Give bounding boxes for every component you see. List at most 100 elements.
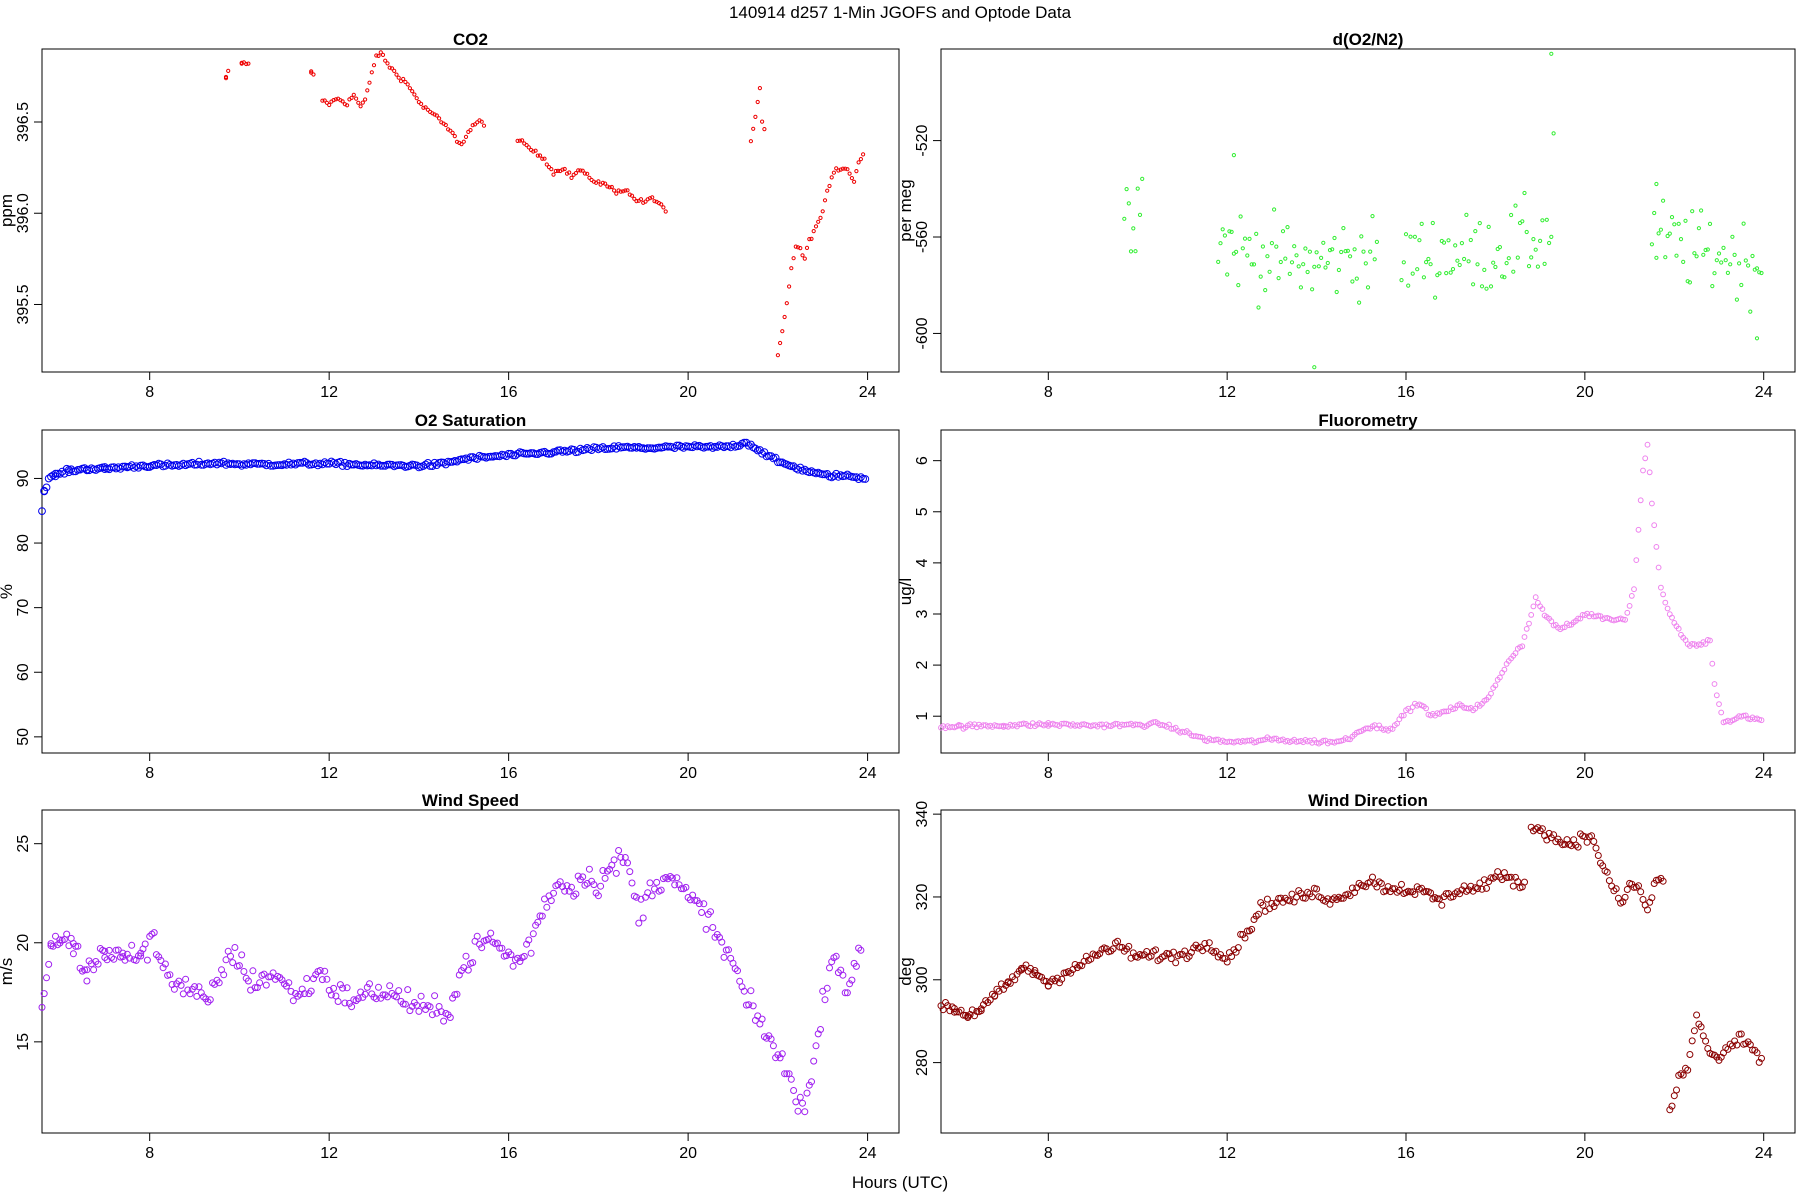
data-point: [1135, 186, 1140, 191]
data-point: [1236, 283, 1241, 288]
data-point: [1225, 272, 1230, 277]
data-point: [1703, 247, 1708, 253]
data-point: [534, 918, 542, 926]
data-point: [175, 977, 183, 985]
data-point: [1424, 260, 1429, 265]
data-point: [782, 314, 787, 320]
data-point: [762, 127, 767, 132]
data-point: [793, 244, 798, 249]
data-point: [1527, 823, 1535, 831]
data-point: [796, 1093, 804, 1101]
data-point: [1446, 238, 1451, 243]
data-point: [1263, 895, 1271, 903]
data-point: [1512, 650, 1519, 657]
data-point: [1249, 262, 1254, 267]
data-point: [1370, 214, 1375, 219]
data-point: [537, 153, 543, 158]
data-point: [1223, 958, 1231, 966]
data-point: [618, 189, 623, 194]
data-point: [1635, 882, 1642, 890]
chart-title-co2: CO2: [453, 30, 488, 49]
y-tick-label: 60: [15, 663, 32, 681]
data-point: [1739, 282, 1744, 288]
data-point: [1049, 975, 1057, 983]
data-point: [1713, 692, 1720, 699]
data-point: [955, 1008, 963, 1016]
data-point: [1427, 889, 1435, 897]
data-point: [452, 134, 457, 139]
data-point: [469, 959, 477, 967]
data-point: [747, 987, 755, 995]
data-point: [354, 96, 359, 101]
data-point: [365, 88, 370, 93]
data-point: [51, 472, 60, 481]
data-point: [1722, 1044, 1730, 1052]
data-point: [612, 188, 617, 193]
data-point: [1239, 931, 1247, 938]
data-point: [553, 168, 558, 174]
data-point: [49, 942, 57, 950]
y-tick-label: 5: [914, 507, 931, 516]
data-point: [823, 984, 831, 992]
data-point: [1408, 234, 1413, 239]
data-point: [1120, 947, 1128, 955]
data-point: [818, 470, 827, 479]
data-point: [262, 981, 270, 989]
data-point: [301, 990, 308, 998]
data-point: [1247, 236, 1252, 241]
data-point: [1632, 883, 1640, 891]
data-point: [1196, 943, 1204, 951]
data-point: [1503, 874, 1511, 882]
data-point: [1453, 888, 1461, 896]
y-tick-label: 4: [914, 558, 931, 567]
data-point: [1038, 973, 1046, 981]
x-tick-label: 20: [679, 384, 697, 401]
data-point: [547, 897, 555, 905]
data-point: [702, 925, 710, 933]
panel-wspd: Wind Speed 8 12 16 20 24 15 20 25 m/s: [0, 791, 900, 1162]
data-point: [848, 976, 856, 984]
x-tick-label: 12: [320, 384, 338, 401]
y-tick-label: 20: [15, 934, 32, 952]
data-point: [1269, 241, 1275, 246]
data-point: [316, 967, 324, 974]
data-point: [91, 466, 100, 474]
data-point: [698, 909, 706, 916]
data-point: [137, 949, 145, 957]
data-point: [1686, 1051, 1694, 1058]
data-point: [417, 992, 425, 1000]
data-point: [840, 166, 846, 171]
data-point: [336, 457, 345, 466]
data-point: [81, 966, 89, 974]
data-point: [42, 483, 51, 492]
data-point: [386, 982, 394, 990]
data-point: [1592, 844, 1600, 852]
data-point: [778, 1050, 786, 1058]
data-point: [141, 940, 149, 948]
data-point: [110, 955, 118, 963]
data-point: [673, 874, 681, 882]
data-point: [1750, 253, 1755, 259]
data-point: [812, 1042, 820, 1050]
data-point: [740, 987, 748, 995]
data-point: [1212, 947, 1220, 955]
data-point: [1701, 252, 1706, 257]
data-point: [479, 119, 484, 124]
data-point: [1748, 309, 1753, 314]
data-point: [939, 1006, 947, 1014]
data-point: [1348, 254, 1353, 259]
data-point: [331, 98, 336, 103]
y-axis-label-co2: ppm: [0, 194, 16, 227]
data-point: [1741, 221, 1746, 226]
data-point: [1131, 226, 1136, 231]
data-point: [1261, 907, 1269, 915]
data-point: [437, 116, 442, 121]
data-point: [1649, 242, 1655, 247]
data-point: [846, 980, 854, 988]
data-point: [1540, 218, 1545, 223]
data-point: [1493, 264, 1498, 270]
data-point: [673, 441, 681, 450]
data-point: [637, 895, 645, 903]
data-point: [1539, 606, 1546, 612]
data-point: [1658, 227, 1664, 232]
